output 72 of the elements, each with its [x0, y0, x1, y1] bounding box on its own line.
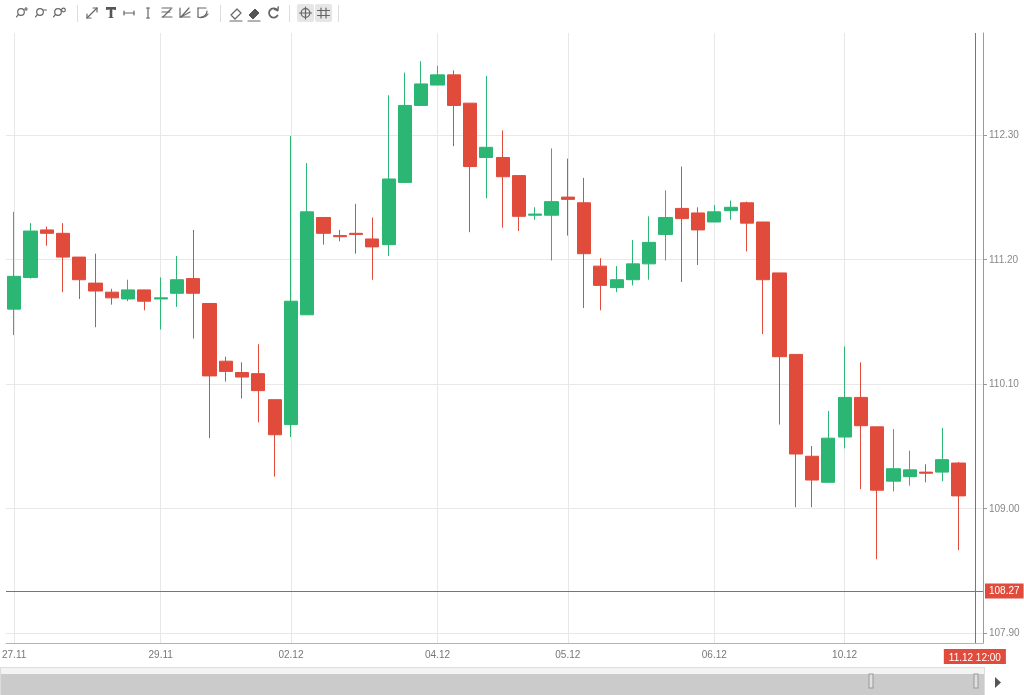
candlestick: [838, 345, 852, 449]
x-tick-label: 11.12 12:00: [948, 651, 1002, 663]
candlestick: [202, 302, 217, 439]
candlestick: [821, 410, 835, 483]
x-tick-label: 04.12: [424, 648, 451, 660]
candlestick: [496, 129, 510, 229]
candlestick: [658, 189, 673, 261]
candlestick: [251, 343, 265, 423]
candlestick: [268, 399, 282, 478]
candlestick: [430, 65, 445, 86]
candlestick: [7, 211, 21, 336]
candlestick: [349, 203, 363, 255]
candlestick: [105, 288, 119, 306]
y-tick-label: 109.00: [989, 502, 1021, 514]
candlestick: [512, 175, 526, 232]
candlestick: [333, 229, 347, 242]
candlestick: [740, 201, 754, 252]
candlestick: [72, 256, 86, 300]
candlestick: [382, 94, 396, 257]
candlestick: [593, 257, 607, 311]
candlestick: [561, 158, 575, 237]
candlestick: [919, 463, 933, 483]
x-tick-label: 06.12: [701, 648, 728, 660]
candlestick: [56, 222, 70, 293]
y-tick-label: 110.10: [989, 378, 1020, 390]
candlestick: [724, 200, 738, 221]
candlestick: [756, 221, 770, 335]
candlestick: [886, 428, 901, 492]
x-tick-label: 29.11: [148, 648, 174, 660]
candlestick: [854, 361, 868, 490]
candlestick: [300, 162, 314, 316]
y-tick-label: 112.30: [989, 129, 1020, 141]
candlestick: [170, 255, 184, 308]
candlestick: [479, 75, 493, 199]
candlestick: [414, 60, 428, 106]
x-tick-label: 02.12: [278, 648, 304, 660]
candlestick: [544, 147, 559, 261]
y-tick-label: 107.90: [989, 627, 1021, 639]
y-tick-label: 111.20: [989, 253, 1019, 265]
candlestick: [88, 253, 103, 328]
candlestick: [365, 216, 379, 281]
candlestick: [707, 204, 721, 223]
candlestick: [642, 215, 656, 281]
candlestick: [951, 461, 966, 551]
candlestick: [447, 69, 461, 147]
candlestick: [40, 226, 54, 247]
candlestick: [870, 426, 884, 560]
candlestick: [137, 289, 151, 311]
candlestick: [772, 272, 787, 426]
x-tick-label: 27.11: [1, 648, 27, 660]
candlestick: [154, 276, 168, 331]
candlestick: [805, 445, 819, 508]
candlestick: [528, 206, 542, 221]
candlestick: [398, 72, 412, 183]
candlestick: [577, 177, 591, 309]
candlestick: [121, 279, 135, 302]
candlestick: [935, 427, 949, 482]
candlestick: [316, 216, 331, 246]
candlestick: [789, 353, 803, 508]
candlestick: [903, 450, 917, 487]
candlestick: [463, 102, 477, 233]
candlestick: [626, 239, 640, 286]
candlestick: [186, 229, 200, 340]
candlestick: [235, 361, 249, 400]
candlestick: [610, 265, 624, 293]
ref-line-label: 108.27: [989, 585, 1021, 597]
candlestick: [23, 222, 38, 280]
x-tick-label: 10.12: [832, 648, 858, 660]
x-tick-label: 05.12: [555, 648, 581, 660]
candlestick: [675, 166, 689, 283]
candlestick: [219, 356, 233, 383]
candlestick: [691, 206, 705, 266]
